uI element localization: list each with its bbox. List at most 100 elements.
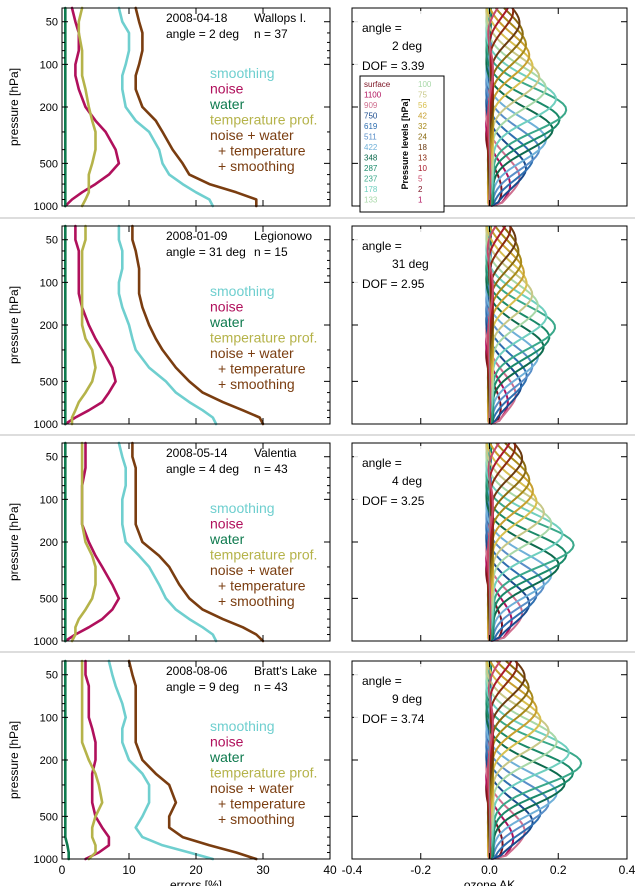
legend-entry: smoothing	[210, 718, 275, 734]
legend-entry: smoothing	[210, 65, 275, 81]
series-line-1	[64, 6, 121, 208]
ytick-label: 1000	[34, 201, 58, 213]
series-line-4	[131, 441, 265, 643]
ak-kernel-line	[485, 660, 558, 860]
pressure-level-label: 24	[418, 133, 427, 142]
panel-angle: angle = 4 deg	[166, 462, 239, 476]
panel-date: 2008-04-18	[166, 11, 228, 25]
xtick-label: 0.0	[481, 863, 498, 877]
ak-dof: DOF = 2.95	[362, 277, 425, 291]
xtick-label: 0.4	[619, 863, 635, 877]
ytick-label: 1000	[34, 419, 58, 431]
y-axis-label: pressure [hPa]	[7, 503, 21, 581]
ytick-label: 50	[46, 670, 58, 682]
xtick-label: -0.2	[410, 863, 431, 877]
ak-angle-value: 9 deg	[392, 692, 422, 706]
y-axis-label: pressure [hPa]	[7, 286, 21, 364]
pressure-level-label: 32	[418, 122, 427, 131]
ytick-label: 100	[40, 494, 58, 506]
ytick-label: 1000	[34, 854, 58, 866]
legend-entry: temperature prof.	[210, 765, 317, 781]
y-axis-label: pressure [hPa]	[7, 68, 21, 146]
series-line-0	[117, 224, 218, 426]
annotation-bg	[354, 229, 454, 291]
ytick-label: 100	[40, 59, 58, 71]
panel-n: n = 43	[254, 462, 288, 476]
series-line-3	[80, 659, 104, 861]
panel-station: Wallops I.	[254, 11, 306, 25]
ak-dof: DOF = 3.74	[362, 712, 425, 726]
legend-entry: noise + water	[210, 127, 294, 143]
ytick-label: 500	[40, 811, 58, 823]
legend-entry: + smoothing	[218, 158, 295, 174]
annotation-bg	[354, 11, 454, 73]
panel-n: n = 15	[254, 245, 288, 259]
ak-angle-value: 31 deg	[392, 257, 429, 271]
legend-entry: noise	[210, 299, 244, 315]
ak-kernel-line	[485, 7, 547, 207]
ak-dof: DOF = 3.25	[362, 494, 425, 508]
panel-station: Bratt's Lake	[254, 664, 317, 678]
ytick-label: 50	[46, 17, 58, 29]
legend-entry: + temperature	[218, 143, 306, 159]
panel-date: 2008-05-14	[166, 446, 228, 460]
panel-date: 2008-01-09	[166, 229, 228, 243]
ytick-label: 500	[40, 158, 58, 170]
ak-angle-label: angle =	[362, 21, 402, 35]
series-line-2	[64, 659, 70, 861]
legend-entry: temperature prof.	[210, 330, 317, 346]
xtick-label: 40	[323, 863, 337, 877]
legend-entry: smoothing	[210, 283, 275, 299]
series-line-3	[70, 441, 97, 643]
ak-angle-label: angle =	[362, 674, 402, 688]
panel-angle: angle = 31 deg	[166, 245, 246, 259]
ytick-label: 200	[40, 320, 58, 332]
ytick-label: 50	[46, 235, 58, 247]
ytick-label: 200	[40, 102, 58, 114]
series-line-3	[70, 224, 97, 426]
pressure-level-label: 1100	[364, 91, 382, 100]
chart-frames-layer	[0, 7, 635, 860]
panel-angle: angle = 2 deg	[166, 27, 239, 41]
ytick-label: 100	[40, 712, 58, 724]
legend-entry: water	[209, 314, 245, 330]
panel-date: 2008-08-06	[166, 664, 228, 678]
series-line-3	[77, 6, 97, 208]
ak-angle-label: angle =	[362, 239, 402, 253]
pressure-level-label: 42	[418, 112, 427, 121]
ak-kernel-line	[485, 225, 539, 425]
y-axis-label: pressure [hPa]	[7, 721, 21, 799]
legend-entry: noise + water	[210, 345, 294, 361]
ak-angle-value: 2 deg	[392, 39, 422, 53]
legend-entry: + smoothing	[218, 593, 295, 609]
pressure-level-label: 5	[418, 175, 423, 184]
pressure-level-label: 750	[364, 112, 378, 121]
series-line-1	[84, 659, 111, 861]
series-line-0	[117, 6, 215, 208]
legend-entry: noise	[210, 81, 244, 97]
pressure-level-label: 1	[418, 196, 423, 205]
pressure-level-label: surface	[364, 80, 391, 89]
x-axis-label: errors [%]	[170, 878, 222, 886]
panel-n: n = 37	[254, 27, 288, 41]
pressure-level-label: 2	[418, 185, 423, 194]
xtick-label: 0.2	[550, 863, 567, 877]
series-line-0	[107, 659, 215, 861]
series-line-0	[117, 441, 218, 643]
legend-entry: smoothing	[210, 500, 275, 516]
pressure-level-label: 909	[364, 101, 378, 110]
pressure-level-label: 10	[418, 164, 427, 173]
pressure-level-label: 619	[364, 122, 378, 131]
ytick-label: 500	[40, 376, 58, 388]
annotation-bg	[354, 446, 454, 508]
x-axis-label-right: ozone AK	[464, 878, 515, 886]
series-line-4	[127, 659, 258, 861]
xtick-label: 10	[122, 863, 136, 877]
panel-n: n = 43	[254, 680, 288, 694]
ytick-label: 200	[40, 755, 58, 767]
panel-station: Legionowo	[254, 229, 312, 243]
chart-text-layer: 50 100 200 500 1000 pressure [hPa] 2008-04-18 W…	[7, 11, 635, 886]
annotation-bg	[354, 664, 454, 726]
pressure-level-label: 75	[418, 91, 427, 100]
